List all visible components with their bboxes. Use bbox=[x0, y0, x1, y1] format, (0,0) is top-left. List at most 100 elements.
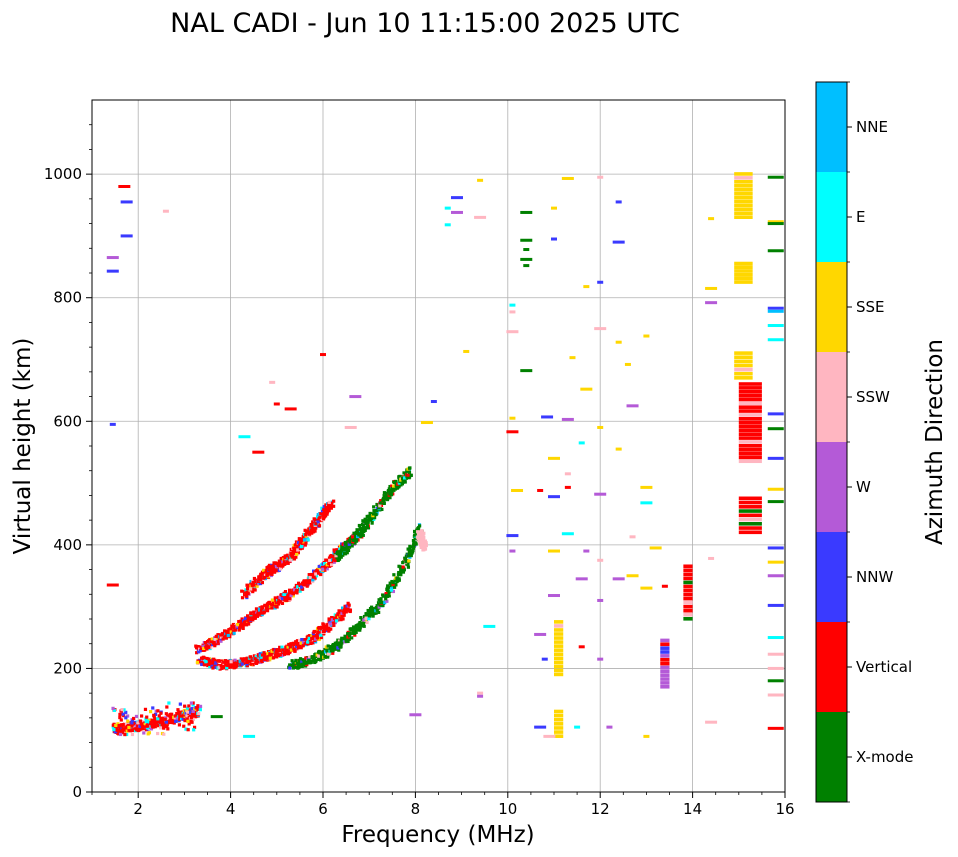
echo-point bbox=[334, 619, 339, 623]
echo-point bbox=[332, 560, 336, 564]
echo-point bbox=[738, 459, 762, 464]
echo-point bbox=[409, 473, 413, 477]
echo-point bbox=[349, 395, 362, 399]
echo-point bbox=[384, 597, 388, 601]
echo-point bbox=[288, 591, 292, 595]
echo-point bbox=[264, 606, 268, 610]
echo-point bbox=[292, 643, 296, 647]
echo-point bbox=[738, 416, 762, 421]
echo-point bbox=[309, 660, 313, 665]
echo-point bbox=[307, 636, 311, 641]
echo-point bbox=[738, 436, 762, 440]
echo-point bbox=[302, 582, 306, 586]
echo-point bbox=[384, 492, 388, 496]
echo-point bbox=[422, 538, 426, 542]
echo-point bbox=[285, 559, 290, 564]
echo-point bbox=[208, 665, 212, 669]
echo-point bbox=[395, 576, 399, 581]
echo-point bbox=[738, 405, 762, 409]
echo-point bbox=[243, 734, 256, 738]
echo-point bbox=[178, 717, 182, 721]
echo-point bbox=[767, 693, 784, 697]
echo-point bbox=[734, 351, 753, 355]
echo-point bbox=[325, 567, 329, 571]
echo-point bbox=[575, 577, 588, 581]
echo-point bbox=[389, 493, 394, 497]
echo-point bbox=[301, 658, 305, 662]
echo-point bbox=[626, 404, 639, 408]
echo-point bbox=[333, 616, 338, 620]
echo-point bbox=[181, 711, 185, 715]
echo-point bbox=[380, 603, 384, 607]
echo-point bbox=[354, 530, 358, 535]
echo-point bbox=[212, 640, 216, 644]
echo-point bbox=[248, 655, 252, 659]
echo-point bbox=[363, 527, 367, 531]
echo-point bbox=[421, 540, 425, 545]
echo-point bbox=[166, 716, 170, 720]
echo-point bbox=[191, 717, 195, 721]
echo-point bbox=[280, 601, 285, 605]
echo-point bbox=[738, 413, 762, 417]
echo-point bbox=[275, 605, 279, 609]
echo-point bbox=[269, 653, 273, 657]
echo-point bbox=[165, 724, 169, 728]
echo-point bbox=[173, 716, 177, 720]
colorbar-tick-label: SSW bbox=[856, 388, 890, 406]
echo-point bbox=[207, 643, 211, 648]
echo-point bbox=[354, 624, 358, 628]
echo-point bbox=[329, 560, 334, 564]
echo-point bbox=[140, 714, 144, 718]
echo-point bbox=[116, 722, 120, 726]
echo-point bbox=[319, 635, 323, 640]
echo-point bbox=[188, 708, 192, 712]
echo-point bbox=[371, 614, 375, 618]
echo-point bbox=[138, 724, 142, 729]
echo-point bbox=[296, 551, 300, 555]
echo-point bbox=[251, 581, 255, 585]
echo-point bbox=[260, 651, 265, 655]
echo-point bbox=[258, 611, 262, 615]
echo-point bbox=[378, 504, 382, 508]
x-tick-label: 2 bbox=[133, 800, 143, 818]
echo-point bbox=[166, 727, 170, 731]
echo-point bbox=[660, 665, 670, 670]
echo-point bbox=[237, 628, 241, 632]
echo-point bbox=[391, 582, 395, 586]
echo-point bbox=[643, 334, 650, 338]
echo-point bbox=[393, 487, 398, 491]
echo-point bbox=[767, 175, 784, 179]
echo-point bbox=[246, 618, 250, 622]
echo-point bbox=[615, 200, 622, 204]
echo-point bbox=[734, 261, 753, 266]
echo-point bbox=[594, 327, 607, 331]
echo-point bbox=[597, 558, 604, 562]
echo-point bbox=[561, 532, 574, 536]
echo-point bbox=[238, 435, 251, 439]
echo-point bbox=[219, 639, 223, 643]
echo-point bbox=[199, 656, 204, 660]
echo-point bbox=[597, 657, 604, 661]
echo-point bbox=[365, 620, 369, 625]
echo-point bbox=[296, 543, 300, 548]
echo-point bbox=[304, 656, 308, 660]
echo-point bbox=[708, 217, 715, 221]
echo-point bbox=[367, 514, 371, 518]
echo-point bbox=[269, 380, 276, 384]
echo-point bbox=[325, 512, 329, 516]
echo-point bbox=[278, 599, 282, 603]
echo-point bbox=[738, 428, 762, 433]
echo-point bbox=[339, 638, 343, 642]
echo-point bbox=[734, 371, 753, 376]
echo-point bbox=[298, 638, 302, 643]
echo-point bbox=[195, 706, 199, 710]
echo-point bbox=[349, 627, 353, 631]
echo-point bbox=[640, 485, 653, 489]
y-tick-label: 0 bbox=[72, 783, 82, 801]
echo-point bbox=[401, 561, 405, 565]
echo-point bbox=[523, 248, 530, 252]
echo-point bbox=[126, 719, 130, 723]
echo-point bbox=[314, 572, 318, 576]
echo-point bbox=[151, 706, 155, 710]
